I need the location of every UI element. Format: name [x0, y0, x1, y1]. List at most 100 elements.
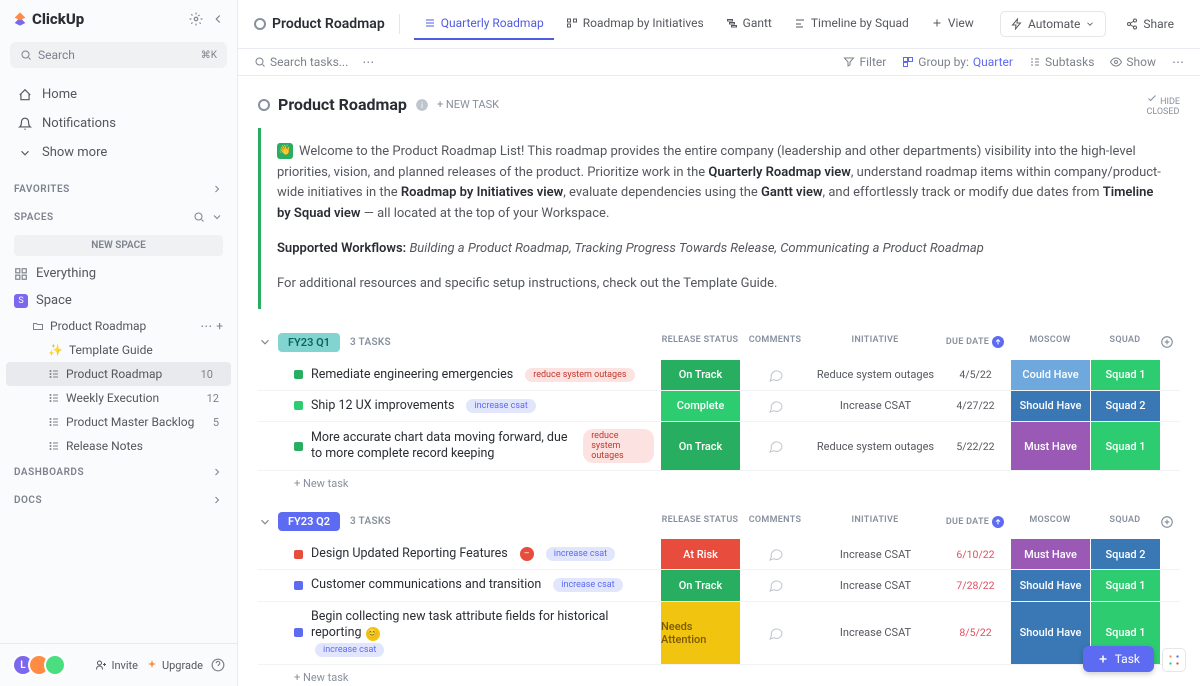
- task-tag[interactable]: increase csat: [546, 547, 615, 561]
- new-task-button[interactable]: + NEW TASK: [437, 98, 499, 111]
- task-tag[interactable]: reduce system outages: [525, 368, 634, 382]
- task-status-indicator[interactable]: [294, 628, 303, 637]
- release-status-cell[interactable]: On Track: [660, 360, 740, 390]
- add-icon[interactable]: +: [216, 319, 223, 333]
- task-row[interactable]: Design Updated Reporting Features–increa…: [258, 539, 1180, 570]
- task-search[interactable]: Search tasks...: [254, 55, 348, 69]
- nav-show-more[interactable]: Show more: [0, 138, 237, 167]
- hide-closed-toggle[interactable]: HIDE CLOSED: [1146, 92, 1180, 118]
- automate-button[interactable]: Automate: [1000, 11, 1106, 37]
- task-tag[interactable]: increase csat: [466, 399, 535, 413]
- space-item[interactable]: S Space: [0, 287, 237, 314]
- task-status-indicator[interactable]: [294, 581, 303, 590]
- collapse-icon[interactable]: [258, 515, 272, 529]
- initiative-cell[interactable]: Increase CSAT: [810, 539, 940, 569]
- initiative-cell[interactable]: Reduce system outages: [810, 360, 940, 390]
- task-row[interactable]: More accurate chart data moving forward,…: [258, 422, 1180, 471]
- initiative-cell[interactable]: Increase CSAT: [810, 570, 940, 600]
- col-moscow[interactable]: MOSCOW: [1010, 515, 1090, 529]
- due-date-cell[interactable]: 5/22/22: [940, 422, 1010, 470]
- help-icon[interactable]: [211, 658, 225, 672]
- release-status-cell[interactable]: On Track: [660, 422, 740, 470]
- moscow-cell[interactable]: Could Have: [1010, 360, 1090, 390]
- group-badge[interactable]: FY23 Q1: [278, 333, 340, 352]
- tree-list-item[interactable]: ✨Template Guide: [0, 338, 237, 362]
- nav-notifications[interactable]: Notifications: [0, 109, 237, 138]
- due-date-cell[interactable]: 4/5/22: [940, 360, 1010, 390]
- add-view-button[interactable]: View: [921, 8, 984, 40]
- collapse-icon[interactable]: [258, 335, 272, 349]
- comments-cell[interactable]: [740, 391, 810, 421]
- view-tab[interactable]: Quarterly Roadmap: [414, 8, 554, 40]
- squad-cell[interactable]: Squad 2: [1090, 539, 1160, 569]
- task-tag[interactable]: reduce system outages: [583, 429, 654, 463]
- upgrade-button[interactable]: Upgrade: [146, 659, 203, 672]
- group-badge[interactable]: FY23 Q2: [278, 512, 340, 531]
- gear-icon[interactable]: [189, 12, 203, 26]
- tree-folder-roadmap[interactable]: Product Roadmap ⋯+: [0, 314, 237, 338]
- task-row[interactable]: Customer communications and transitionin…: [258, 570, 1180, 601]
- release-status-cell[interactable]: Needs Attention: [660, 602, 740, 665]
- new-task-fab[interactable]: Task: [1083, 646, 1154, 672]
- squad-cell[interactable]: Squad 1: [1090, 360, 1160, 390]
- col-comments[interactable]: COMMENTS: [740, 515, 810, 529]
- task-tag[interactable]: increase csat: [315, 643, 384, 657]
- subtasks-button[interactable]: Subtasks: [1029, 55, 1094, 69]
- view-tab[interactable]: Gantt: [716, 8, 782, 40]
- squad-cell[interactable]: Squad 1: [1090, 570, 1160, 600]
- apps-button[interactable]: [1162, 648, 1186, 672]
- moscow-cell[interactable]: Must Have: [1010, 422, 1090, 470]
- task-status-indicator[interactable]: [294, 370, 303, 379]
- tree-list-item[interactable]: Weekly Execution12: [0, 386, 237, 410]
- release-status-cell[interactable]: At Risk: [660, 539, 740, 569]
- nav-home[interactable]: Home: [0, 80, 237, 109]
- task-status-indicator[interactable]: [294, 401, 303, 410]
- task-tag[interactable]: increase csat: [553, 578, 622, 592]
- release-status-cell[interactable]: Complete: [660, 391, 740, 421]
- col-moscow[interactable]: MOSCOW: [1010, 335, 1090, 349]
- more-icon[interactable]: ⋯: [1172, 55, 1184, 69]
- view-tab[interactable]: Roadmap by Initiatives: [556, 8, 714, 40]
- task-status-indicator[interactable]: [294, 550, 303, 559]
- add-column-button[interactable]: [1160, 335, 1180, 349]
- tree-list-item[interactable]: Release Notes: [0, 434, 237, 458]
- logo[interactable]: ClickUp: [12, 10, 84, 28]
- view-tab[interactable]: Timeline by Squad: [784, 8, 919, 40]
- group-new-task-button[interactable]: + New task: [258, 471, 1180, 490]
- moscow-cell[interactable]: Must Have: [1010, 539, 1090, 569]
- more-icon[interactable]: ⋯: [362, 55, 374, 69]
- initiative-cell[interactable]: Increase CSAT: [810, 391, 940, 421]
- due-date-cell[interactable]: 8/5/22: [940, 602, 1010, 665]
- comments-cell[interactable]: [740, 360, 810, 390]
- spaces-header[interactable]: SPACES: [0, 203, 237, 231]
- tree-list-item[interactable]: Product Master Backlog5: [0, 410, 237, 434]
- squad-cell[interactable]: Squad 1: [1090, 422, 1160, 470]
- moscow-cell[interactable]: Should Have: [1010, 570, 1090, 600]
- task-row[interactable]: Begin collecting new task attribute fiel…: [258, 602, 1180, 666]
- initiative-cell[interactable]: Increase CSAT: [810, 602, 940, 665]
- task-status-indicator[interactable]: [294, 442, 303, 451]
- col-due-date[interactable]: DUE DATE: [940, 335, 1010, 349]
- more-icon[interactable]: ⋯: [200, 319, 212, 333]
- comments-cell[interactable]: [740, 539, 810, 569]
- col-squad[interactable]: SQUAD: [1090, 335, 1160, 349]
- invite-button[interactable]: Invite: [95, 659, 138, 672]
- comments-cell[interactable]: [740, 570, 810, 600]
- dashboards-header[interactable]: DASHBOARDS: [0, 458, 237, 486]
- col-release-status[interactable]: RELEASE STATUS: [660, 335, 740, 349]
- squad-cell[interactable]: Squad 2: [1090, 391, 1160, 421]
- col-initiative[interactable]: INITIATIVE: [810, 335, 940, 349]
- col-release-status[interactable]: RELEASE STATUS: [660, 515, 740, 529]
- col-initiative[interactable]: INITIATIVE: [810, 515, 940, 529]
- col-squad[interactable]: SQUAD: [1090, 515, 1160, 529]
- share-button[interactable]: Share: [1116, 12, 1184, 36]
- new-space-button[interactable]: NEW SPACE: [14, 235, 223, 256]
- space-everything[interactable]: Everything: [0, 260, 237, 287]
- filter-button[interactable]: Filter: [843, 55, 886, 69]
- avatar-stack[interactable]: L: [12, 654, 66, 676]
- group-new-task-button[interactable]: + New task: [258, 665, 1180, 684]
- comments-cell[interactable]: [740, 602, 810, 665]
- task-row[interactable]: Remediate engineering emergenciesreduce …: [258, 360, 1180, 391]
- tree-list-item[interactable]: Product Roadmap10: [6, 362, 231, 386]
- moscow-cell[interactable]: Should Have: [1010, 602, 1090, 665]
